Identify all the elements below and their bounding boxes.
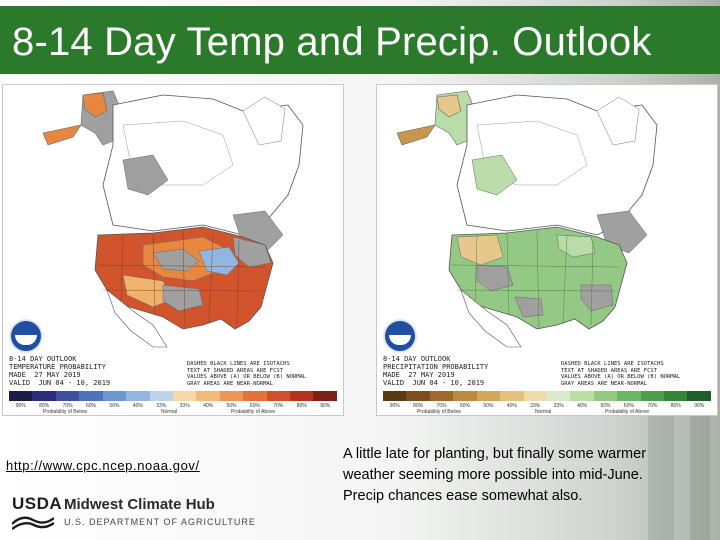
legend-swatch	[640, 391, 665, 401]
legend-tick-label: 33%	[179, 403, 190, 409]
legend-tick-label: 80%	[670, 403, 681, 409]
precip-legend-normal: Normal	[535, 409, 552, 415]
legend-swatch	[32, 391, 56, 401]
legend-swatch	[453, 391, 477, 401]
legend-tick-label: 50%	[483, 403, 494, 409]
precip-map-caption: 8-14 DAY OUTLOOK PRECIPITATION PROBABILI…	[383, 355, 489, 387]
precip-map-note: DASHED BLACK LINES ARE ISOTACHS TEXT AT …	[561, 361, 681, 387]
temp-legend-labels: 90% 80% 70% 60% 50% 40% 33% 33% 40% 50% 60% 70% 80% 9…	[9, 403, 337, 409]
legend-tick-label: 80%	[39, 403, 50, 409]
legend-tick-label: 90%	[320, 403, 331, 409]
title-bar: 8-14 Day Temp and Precip. Outlook	[0, 6, 720, 74]
temp-legend-above: Probability of Above	[231, 409, 276, 415]
noaa-logo-icon	[383, 319, 417, 353]
legend-tick-label: 90%	[389, 403, 400, 409]
precipitation-outlook-map: 8-14 DAY OUTLOOK PRECIPITATION PROBABILI…	[376, 84, 718, 416]
legend-swatch	[313, 391, 337, 401]
legend-tick-label: 40%	[506, 403, 517, 409]
temperature-outlook-map: 8-14 DAY OUTLOOK TEMPERATURE PROBABILITY…	[2, 84, 344, 416]
temp-legend-bar	[9, 391, 337, 401]
temp-map-caption: 8-14 DAY OUTLOOK TEMPERATURE PROBABILITY…	[9, 355, 111, 387]
legend-tick-label: 33%	[530, 403, 541, 409]
legend-swatch	[196, 391, 220, 401]
legend-swatch	[55, 391, 80, 401]
usda-wordmark: USDA	[12, 494, 63, 513]
usda-midwest-climate-hub-logo: USDA Midwest Climate Hub U.S. DEPARTMENT…	[12, 492, 255, 534]
legend-swatch	[172, 391, 197, 401]
hub-name: Midwest Climate Hub	[64, 496, 215, 513]
legend-tick-label: 60%	[249, 403, 260, 409]
temp-map-note: DASHED BLACK LINES ARE ISOTACHS TEXT AT …	[187, 361, 307, 387]
legend-swatch	[383, 391, 407, 401]
temperature-map-graphic	[42, 90, 304, 348]
legend-tick-label: 50%	[600, 403, 611, 409]
legend-tick-label: 90%	[694, 403, 705, 409]
legend-tick-label: 40%	[203, 403, 214, 409]
legend-tick-label: 70%	[436, 403, 447, 409]
legend-swatch	[79, 391, 103, 401]
legend-swatch	[266, 391, 291, 401]
legend-tick-label: 40%	[132, 403, 143, 409]
legend-swatch	[687, 391, 711, 401]
legend-tick-label: 33%	[553, 403, 564, 409]
legend-tick-label: 40%	[577, 403, 588, 409]
legend-swatch	[429, 391, 454, 401]
legend-tick-label: 80%	[413, 403, 424, 409]
legend-tick-label: 90%	[15, 403, 26, 409]
legend-swatch	[9, 391, 33, 401]
legend-swatch	[570, 391, 594, 401]
legend-swatch	[617, 391, 641, 401]
legend-tick-label: 80%	[296, 403, 307, 409]
legend-tick-label: 60%	[459, 403, 470, 409]
outlook-description: A little late for planting, but finally …	[343, 446, 647, 504]
legend-swatch	[476, 391, 501, 401]
slide-title: 8-14 Day Temp and Precip. Outlook	[12, 20, 652, 64]
legend-tick-label: 50%	[109, 403, 120, 409]
legend-tick-label: 60%	[623, 403, 634, 409]
legend-swatch	[102, 391, 127, 401]
precip-legend-bar	[383, 391, 711, 401]
legend-tick-label: 50%	[226, 403, 237, 409]
temp-legend-below: Probability of Below	[43, 409, 87, 415]
legend-swatch	[500, 391, 524, 401]
legend-swatch	[219, 391, 244, 401]
legend-swatch	[149, 391, 173, 401]
legend-swatch	[126, 391, 150, 401]
precip-legend-below: Probability of Below	[417, 409, 461, 415]
legend-tick-label: 60%	[85, 403, 96, 409]
legend-tick-label: 70%	[62, 403, 73, 409]
legend-swatch	[664, 391, 688, 401]
legend-swatch	[406, 391, 430, 401]
legend-swatch	[546, 391, 571, 401]
legend-swatch	[290, 391, 314, 401]
legend-tick-label: 70%	[273, 403, 284, 409]
legend-swatch	[593, 391, 618, 401]
legend-tick-label: 33%	[156, 403, 167, 409]
legend-swatch	[523, 391, 547, 401]
precipitation-map-graphic	[396, 90, 658, 348]
noaa-logo-icon	[9, 319, 43, 353]
temp-legend-normal: Normal	[161, 409, 178, 415]
usda-landscape-icon	[12, 516, 54, 530]
precip-legend-labels: 90% 80% 70% 60% 50% 40% 33% 33% 40% 50% 60% 70% 80% 9…	[383, 403, 711, 409]
hub-department: U.S. DEPARTMENT OF AGRICULTURE	[64, 517, 256, 527]
precip-legend-above: Probability of Above	[605, 409, 650, 415]
cpc-website-link[interactable]: http://www.cpc.ncep.noaa.gov/	[6, 458, 200, 473]
legend-swatch	[243, 391, 267, 401]
legend-tick-label: 70%	[647, 403, 658, 409]
